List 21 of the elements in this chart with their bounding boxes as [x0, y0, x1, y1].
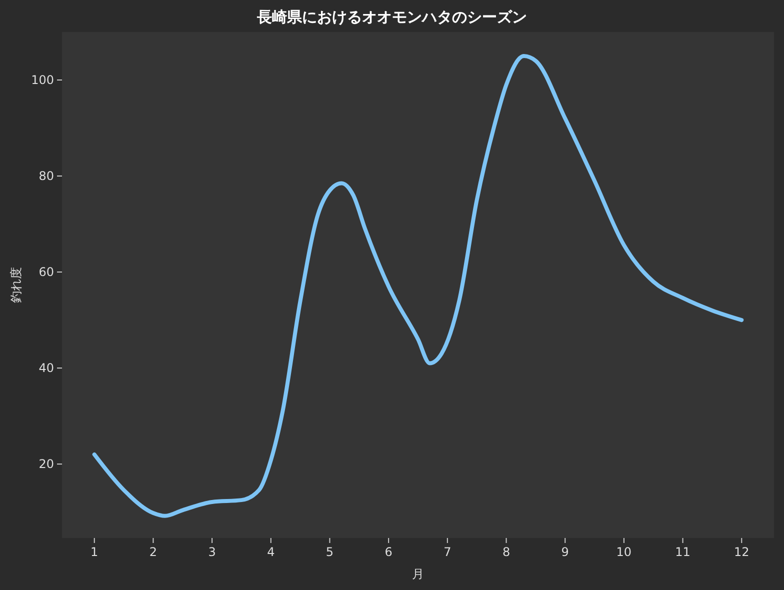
- y-tick-label: 20: [38, 457, 54, 472]
- line-series: [92, 54, 744, 518]
- x-tick-label: 9: [561, 545, 569, 559]
- x-tick-label: 12: [734, 545, 750, 559]
- y-tick-label: 40: [38, 361, 54, 376]
- y-axis-title: 釣れ度: [9, 267, 23, 303]
- chart-title: 長崎県におけるオオモンハタのシーズン: [256, 8, 527, 26]
- x-tick-label: 3: [208, 545, 216, 559]
- x-tick-label: 2: [149, 545, 158, 559]
- x-axis-title: 月: [412, 567, 424, 581]
- x-tick-label: 4: [267, 545, 275, 559]
- x-tick-label: 10: [616, 545, 632, 559]
- x-tick-label: 11: [675, 545, 690, 559]
- x-tick-label: 7: [444, 545, 452, 559]
- x-tick-label: 8: [502, 545, 510, 559]
- x-tick-label: 1: [90, 545, 98, 559]
- x-tick-label: 5: [326, 545, 334, 559]
- x-tick-label: 6: [384, 545, 392, 559]
- y-tick-label: 60: [38, 265, 54, 280]
- y-tick-label: 100: [31, 73, 54, 88]
- y-tick-label: 80: [38, 169, 54, 184]
